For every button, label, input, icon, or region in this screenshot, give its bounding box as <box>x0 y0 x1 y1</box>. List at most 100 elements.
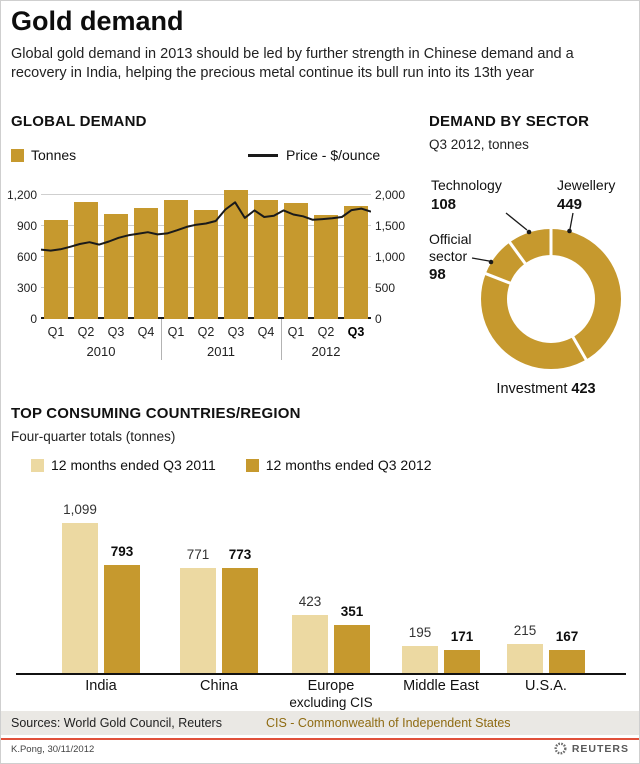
bar-value-2011: 215 <box>513 622 537 638</box>
segment-divider <box>483 271 513 286</box>
bar-2011 <box>402 646 438 673</box>
credit-text: K.Pong, 30/11/2012 <box>11 744 95 755</box>
investment-label: Investment 423 <box>451 381 639 398</box>
global-demand-chart: 0 300 600 900 1,200 0 500 1,000 1,500 2,000 Q1 Q2 Q3… <box>7 179 431 371</box>
top-consumers-subtitle: Four-quarter totals (tonnes) <box>11 429 176 444</box>
category-label: Europe <box>307 678 355 694</box>
x-axis-label: Q4 <box>137 325 155 339</box>
official-sector-label: Official sector 98 <box>429 231 487 284</box>
investment-name: Investment <box>496 381 568 397</box>
right-axis-tick: 2,000 <box>375 187 406 202</box>
jewellery-value: 449 <box>557 195 583 213</box>
tonnes-legend: Tonnes <box>11 147 76 163</box>
bar-2012 <box>334 625 370 673</box>
top-consumers-title: TOP CONSUMING COUNTRIES/REGION <box>11 405 301 422</box>
gridline <box>41 194 371 196</box>
price-line-sample-icon <box>248 153 278 157</box>
x-axis-label: Q3 <box>347 325 365 339</box>
demand-bar <box>284 202 308 319</box>
technology-value: 108 <box>431 195 457 213</box>
cis-note: CIS - Commonwealth of Independent States <box>265 716 511 730</box>
demand-bar <box>74 201 98 319</box>
price-legend-label: Price - $/ounce <box>286 147 381 163</box>
bar-2012 <box>104 564 140 673</box>
right-axis-tick: 1,000 <box>375 249 406 264</box>
left-axis-tick: 0 <box>30 312 37 326</box>
right-axis-tick: 1,500 <box>375 218 406 233</box>
bar-value-2011: 423 <box>298 594 322 610</box>
category-label: China <box>200 678 238 694</box>
demand-bar <box>314 215 338 319</box>
price-legend: Price - $/ounce <box>248 147 380 163</box>
donut-callout-lines <box>471 212 574 265</box>
bar-value-2012: 793 <box>110 543 134 559</box>
x-axis-label: Q4 <box>257 325 275 339</box>
reuters-sunburst-icon <box>554 742 567 755</box>
x-axis-line <box>16 673 626 675</box>
bar-value-2011: 1,099 <box>63 502 97 518</box>
left-axis-tick: 1,200 <box>7 187 38 202</box>
demand-by-sector-title: DEMAND BY SECTOR <box>429 113 590 130</box>
legend-2011-item: 12 months ended Q3 2011 <box>31 457 216 473</box>
x-axis-label: Q1 <box>287 325 305 339</box>
right-axis-tick: 500 <box>375 280 396 295</box>
bar-value-2011: 771 <box>186 546 210 562</box>
bar-value-2012: 171 <box>450 628 474 644</box>
left-axis-tick: 900 <box>16 218 37 233</box>
x-axis-label: Q2 <box>77 325 95 339</box>
demand-bar <box>134 207 158 319</box>
legend-2012-item: 12 months ended Q3 2012 <box>245 457 432 473</box>
jewellery-name: Jewellery <box>557 177 616 193</box>
top-consumers-chart: 1,099 793 771 773 423 351 195 171 215 167 <box>16 499 626 675</box>
reuters-wordmark: REUTERS <box>571 742 629 755</box>
bar-value-2012: 773 <box>228 546 252 562</box>
year-label: 2011 <box>207 344 235 359</box>
price-polyline <box>41 201 371 252</box>
demand-bar <box>344 206 368 319</box>
investment-value: 423 <box>571 381 596 397</box>
demand-bar <box>44 220 68 319</box>
bar-value-2012: 351 <box>340 604 364 620</box>
category-label: India <box>85 678 117 694</box>
page-title: Gold demand <box>11 6 184 36</box>
reuters-logo: REUTERS <box>554 742 629 755</box>
left-axis-tick: 300 <box>16 280 37 295</box>
x-axis-label: Q1 <box>167 325 185 339</box>
legend-2012-swatch-icon <box>245 458 259 472</box>
demand-bar <box>224 190 248 319</box>
bar-value-2012: 167 <box>555 629 579 645</box>
x-axis-label: Q2 <box>197 325 215 339</box>
top-consumers-legend: 12 months ended Q3 2011 12 months ended … <box>31 457 432 473</box>
demand-bar <box>194 209 218 319</box>
bar-2011 <box>180 567 216 673</box>
jewellery-label: Jewellery 449 <box>557 177 615 213</box>
x-axis-label: Q3 <box>227 325 245 339</box>
sector-donut-chart <box>481 227 621 369</box>
left-axis-tick: 600 <box>16 249 37 264</box>
x-axis-label: Q2 <box>317 325 335 339</box>
sources-text: Sources: World Gold Council, Reuters <box>11 716 222 730</box>
demand-by-sector-subtitle: Q3 2012, tonnes <box>429 137 529 152</box>
segment-divider <box>507 239 528 266</box>
technology-name: Technology <box>431 177 502 193</box>
category-note: excluding CIS <box>289 695 373 710</box>
bar-2012 <box>222 567 258 673</box>
bar-2011 <box>507 643 543 673</box>
bar-2011 <box>62 523 98 673</box>
technology-label: Technology 108 <box>431 177 502 213</box>
demand-bar <box>254 199 278 319</box>
year-label: 2010 <box>86 344 116 359</box>
year-label: 2012 <box>311 344 341 359</box>
year-separator <box>161 319 162 360</box>
category-label: U.S.A. <box>525 678 567 694</box>
bar-value-2011: 195 <box>408 625 432 641</box>
footer-strip: Sources: World Gold Council, Reuters CIS… <box>1 711 639 735</box>
x-axis-label: Q3 <box>107 325 125 339</box>
legend-2012-label: 12 months ended Q3 2012 <box>265 457 432 473</box>
tonnes-legend-label: Tonnes <box>31 147 77 163</box>
bar-2012 <box>444 649 480 673</box>
price-line <box>41 201 371 252</box>
x-axis-label: Q1 <box>47 325 65 339</box>
official-sector-value: 98 <box>429 266 446 284</box>
category-label: Middle East <box>403 678 479 694</box>
